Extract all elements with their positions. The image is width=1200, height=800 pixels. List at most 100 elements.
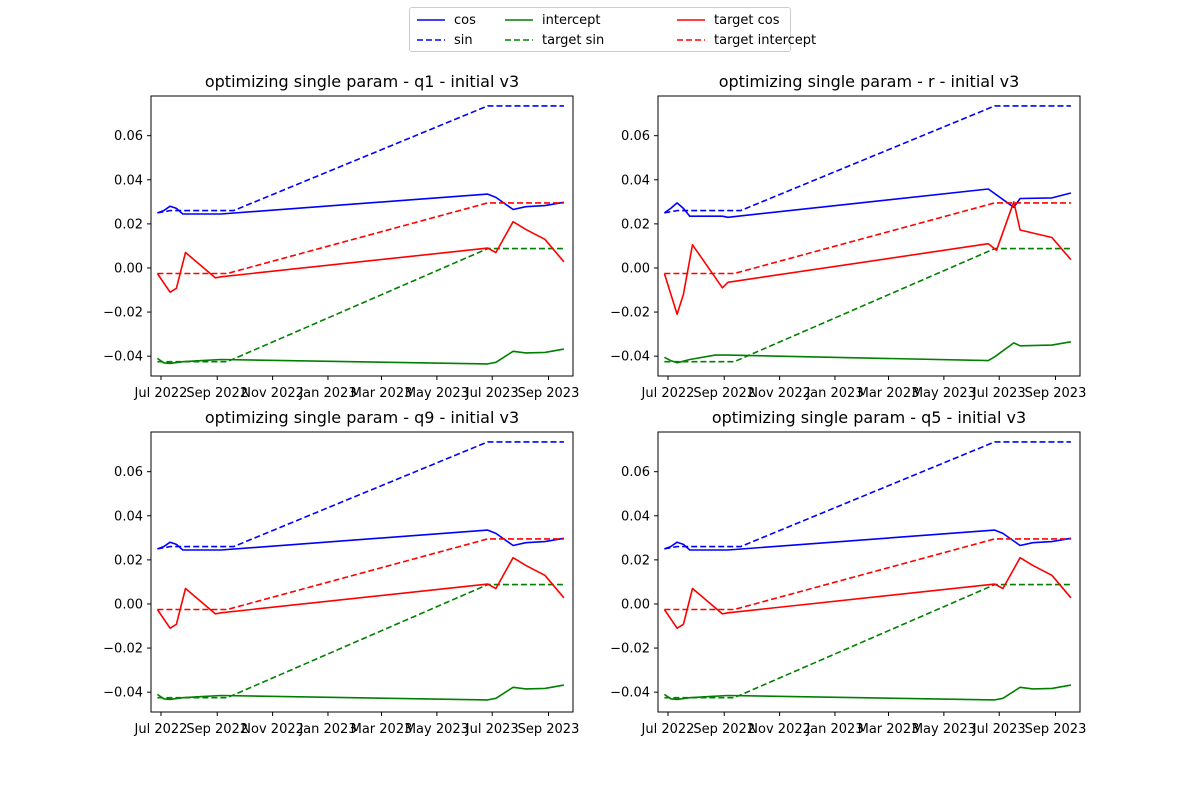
x-tick-label: Mar 2023 [351, 386, 413, 401]
x-tick-label: Mar 2023 [858, 386, 920, 401]
series-line-intercept [664, 341, 1072, 364]
axes-frame [657, 95, 1081, 377]
x-tick-label: May 2023 [405, 386, 469, 401]
series-line-sin [664, 105, 1071, 214]
y-tick-label: 0.06 [114, 129, 143, 144]
y-tick-label: 0.06 [621, 129, 650, 144]
series-group [663, 441, 1072, 701]
legend-label: target cos [714, 12, 780, 28]
x-tick-label: Nov 2022 [241, 722, 304, 737]
series-line-sin [664, 441, 1071, 550]
x-tick-label: Jul 2022 [641, 722, 695, 737]
series-line-target-cos [156, 220, 565, 294]
series-line-sin [157, 441, 564, 550]
y-tick-label: 0.02 [114, 553, 143, 568]
x-tick-label: Sep 2022 [693, 722, 755, 737]
legend-entries: cos sin intercept target sin target cos targe… [410, 8, 816, 51]
y-tick-label: 0.06 [114, 465, 143, 480]
series-group [663, 105, 1072, 364]
y-tick-label: 0.00 [114, 261, 143, 276]
series-line-target-cos [663, 556, 1072, 630]
legend-swatch [677, 39, 705, 41]
legend-swatch [505, 19, 533, 21]
axes-frame [150, 95, 574, 377]
x-tick-label: Sep 2022 [186, 722, 248, 737]
legend-entry: sin [416, 30, 473, 50]
y-tick-label: 0.00 [114, 597, 143, 612]
subplot-title: optimizing single param - q9 - initial v… [205, 408, 519, 427]
legend-entry: target cos [676, 10, 780, 30]
subplot-4: optimizing single param - q5 - initial v… [610, 408, 1086, 737]
x-tick-label: Sep 2023 [518, 386, 580, 401]
subplot-title: optimizing single param - r - initial v3 [719, 72, 1020, 91]
x-tick-label: Nov 2022 [748, 722, 811, 737]
series-group [156, 441, 565, 701]
x-tick-label: Jul 2022 [134, 386, 188, 401]
y-tick-label: 0.02 [621, 553, 650, 568]
series-line-target-sin [664, 247, 1071, 363]
x-tick-label: May 2023 [912, 722, 976, 737]
y-tick-label: −0.02 [103, 306, 143, 321]
subplot-2: optimizing single param - r - initial v3… [610, 72, 1086, 401]
series-line-cos [663, 188, 1072, 219]
y-tick-label: −0.04 [103, 686, 143, 701]
y-tick-label: 0.04 [621, 509, 650, 524]
legend-label: cos [454, 12, 476, 28]
y-tick-label: 0.04 [114, 509, 143, 524]
series-line-target-cos [156, 556, 565, 630]
subplot-title: optimizing single param - q5 - initial v… [712, 408, 1026, 427]
y-tick-label: 0.00 [621, 261, 650, 276]
x-tick-label: Jan 2023 [298, 386, 356, 401]
y-tick-label: 0.00 [621, 597, 650, 612]
x-tick-label: Jan 2023 [805, 386, 863, 401]
x-tick-label: Mar 2023 [858, 722, 920, 737]
axes-frame [150, 431, 574, 713]
legend-entry: target sin [504, 30, 604, 50]
series-line-target-sin [157, 247, 564, 363]
legend-label: intercept [542, 12, 601, 28]
subplot-3: optimizing single param - q9 - initial v… [103, 408, 579, 737]
legend: cos sin intercept target sin target cos targe… [409, 7, 816, 52]
series-line-cos [157, 529, 565, 551]
series-line-intercept [663, 684, 1072, 701]
y-tick-label: 0.06 [621, 465, 650, 480]
legend-swatch [505, 39, 533, 41]
x-tick-label: Sep 2023 [1025, 386, 1087, 401]
y-tick-label: 0.02 [114, 217, 143, 232]
x-tick-label: Sep 2022 [186, 386, 248, 401]
x-tick-label: Jul 2022 [641, 386, 695, 401]
series-line-intercept [156, 348, 565, 365]
x-tick-label: Jan 2023 [805, 722, 863, 737]
x-tick-label: Nov 2022 [748, 386, 811, 401]
x-tick-label: Nov 2022 [241, 386, 304, 401]
y-tick-label: −0.04 [610, 686, 650, 701]
x-tick-label: Sep 2023 [518, 722, 580, 737]
x-tick-label: Jul 2023 [972, 386, 1026, 401]
y-tick-label: −0.02 [610, 642, 650, 657]
axes-frame [657, 431, 1081, 713]
legend-entry: intercept [504, 10, 601, 30]
series-line-target-sin [157, 583, 564, 699]
series-line-intercept [156, 684, 565, 701]
legend-entry: target intercept [676, 30, 816, 50]
x-tick-label: Jul 2023 [465, 722, 519, 737]
series-group [156, 105, 565, 365]
y-tick-label: −0.04 [103, 350, 143, 365]
legend-entry: cos [416, 10, 476, 30]
x-tick-label: May 2023 [405, 722, 469, 737]
legend-swatch [417, 39, 445, 41]
y-tick-label: −0.02 [610, 306, 650, 321]
x-tick-label: May 2023 [912, 386, 976, 401]
y-tick-label: −0.02 [103, 642, 143, 657]
subplot-title: optimizing single param - q1 - initial v… [205, 72, 519, 91]
x-tick-label: Jul 2022 [134, 722, 188, 737]
x-tick-label: Jul 2023 [972, 722, 1026, 737]
legend-label: target sin [542, 32, 605, 48]
x-tick-label: Jan 2023 [298, 722, 356, 737]
y-tick-label: 0.04 [114, 173, 143, 188]
x-tick-label: Sep 2023 [1025, 722, 1087, 737]
series-line-cos [157, 193, 565, 215]
subplot-1: optimizing single param - q1 - initial v… [103, 72, 579, 401]
